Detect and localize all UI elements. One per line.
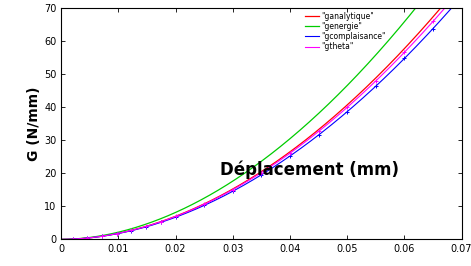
"genergie" <box>387 38 392 41</box>
"gtheta" <box>387 66 392 69</box>
"gcomplaisance" <box>251 178 257 181</box>
"gcomplaisance" <box>249 179 254 182</box>
"gtheta" <box>249 177 254 180</box>
"gcomplaisance" <box>58 238 64 241</box>
"ganalytique" <box>297 143 302 146</box>
Line: "genergie": "genergie" <box>61 0 462 239</box>
"gcomplaisance" <box>449 6 455 9</box>
"gtheta" <box>251 176 257 179</box>
"ganalytique" <box>249 176 254 180</box>
Legend: "ganalytique", "genergie", "gcomplaisance", "gtheta": "ganalytique", "genergie", "gcomplaisanc… <box>305 12 386 51</box>
"genergie" <box>251 165 257 168</box>
"ganalytique" <box>251 175 257 178</box>
"gcomplaisance" <box>387 72 392 75</box>
Line: "ganalytique": "ganalytique" <box>61 0 462 239</box>
"ganalytique" <box>387 63 392 66</box>
"gtheta" <box>275 160 281 163</box>
"genergie" <box>58 238 64 241</box>
"ganalytique" <box>58 238 64 241</box>
"gtheta" <box>297 145 302 148</box>
"gtheta" <box>58 238 64 241</box>
"ganalytique" <box>275 159 281 162</box>
Line: "gtheta": "gtheta" <box>61 0 462 239</box>
Text: Déplacement (mm): Déplacement (mm) <box>220 161 399 179</box>
"genergie" <box>249 167 254 170</box>
Y-axis label: G (N/mm): G (N/mm) <box>27 86 41 161</box>
"genergie" <box>275 147 281 150</box>
"genergie" <box>297 129 302 132</box>
Line: "gcomplaisance": "gcomplaisance" <box>61 0 462 239</box>
"gcomplaisance" <box>275 163 281 166</box>
"gtheta" <box>449 0 455 1</box>
"gcomplaisance" <box>297 148 302 151</box>
